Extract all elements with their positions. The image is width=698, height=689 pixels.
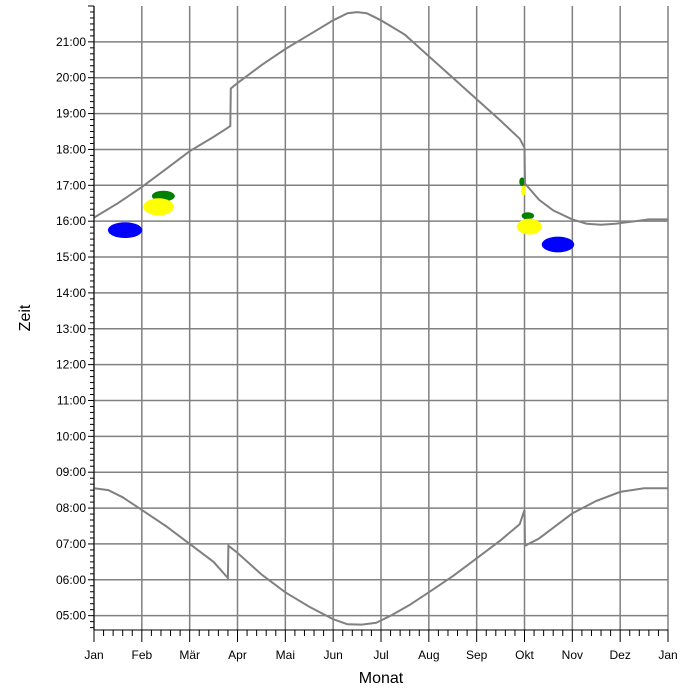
x-tick-label: Apr: [228, 648, 247, 662]
data-blob: [107, 222, 143, 239]
y-tick-label: 07:00: [56, 537, 86, 551]
data-blobs: [107, 177, 575, 253]
curves: [93, 11, 668, 626]
x-tick-label: Mär: [179, 648, 200, 662]
y-tick-label: 06:00: [56, 573, 86, 587]
data-blob: [521, 185, 526, 196]
y-tick-label: 17:00: [56, 178, 86, 192]
data-blob: [541, 236, 575, 253]
x-tick-label: Nov: [562, 648, 583, 662]
y-tick-label: 09:00: [56, 465, 86, 479]
y-tick-label: 15:00: [56, 250, 86, 264]
x-tick-label: Dez: [609, 648, 630, 662]
data-blob: [519, 177, 525, 187]
y-tick-label: 12:00: [56, 358, 86, 372]
sunset-line: [93, 11, 668, 226]
x-tick-label: Sep: [466, 648, 488, 662]
y-tick-label: 16:00: [56, 214, 86, 228]
x-tick-label: Jul: [373, 648, 388, 662]
y-tick-label: 19:00: [56, 107, 86, 121]
grid: [93, 6, 669, 630]
y-tick-label: 18:00: [56, 142, 86, 156]
y-tick-label: 21:00: [56, 35, 86, 49]
ticks: [88, 5, 669, 642]
x-tick-label: Aug: [418, 648, 439, 662]
y-tick-label: 14:00: [56, 286, 86, 300]
y-tick-label: 13:00: [56, 322, 86, 336]
x-tick-label: Jan: [84, 648, 103, 662]
y-tick-label: 20:00: [56, 71, 86, 85]
y-tick-label: 08:00: [56, 501, 86, 515]
data-blob: [516, 218, 542, 235]
tick-labels: Jan Feb Mär Apr Mai Jun Jul Aug Sep Okt Nov Dez Jan 0…: [56, 35, 678, 662]
data-blob: [143, 198, 174, 216]
sunrise-line: [93, 487, 668, 626]
y-tick-label: 10:00: [56, 429, 86, 443]
x-tick-label: Okt: [515, 648, 534, 662]
y-axis-title: Zeit: [17, 304, 34, 331]
x-tick-label: Feb: [131, 648, 152, 662]
y-tick-label: 11:00: [57, 393, 86, 407]
y-tick-label: 05:00: [56, 609, 86, 623]
x-axis-title: Monat: [359, 670, 404, 687]
x-tick-label: Jun: [323, 648, 342, 662]
data-blob: [521, 212, 535, 220]
x-tick-label: Mai: [276, 648, 295, 662]
x-tick-label: Jan: [658, 648, 677, 662]
